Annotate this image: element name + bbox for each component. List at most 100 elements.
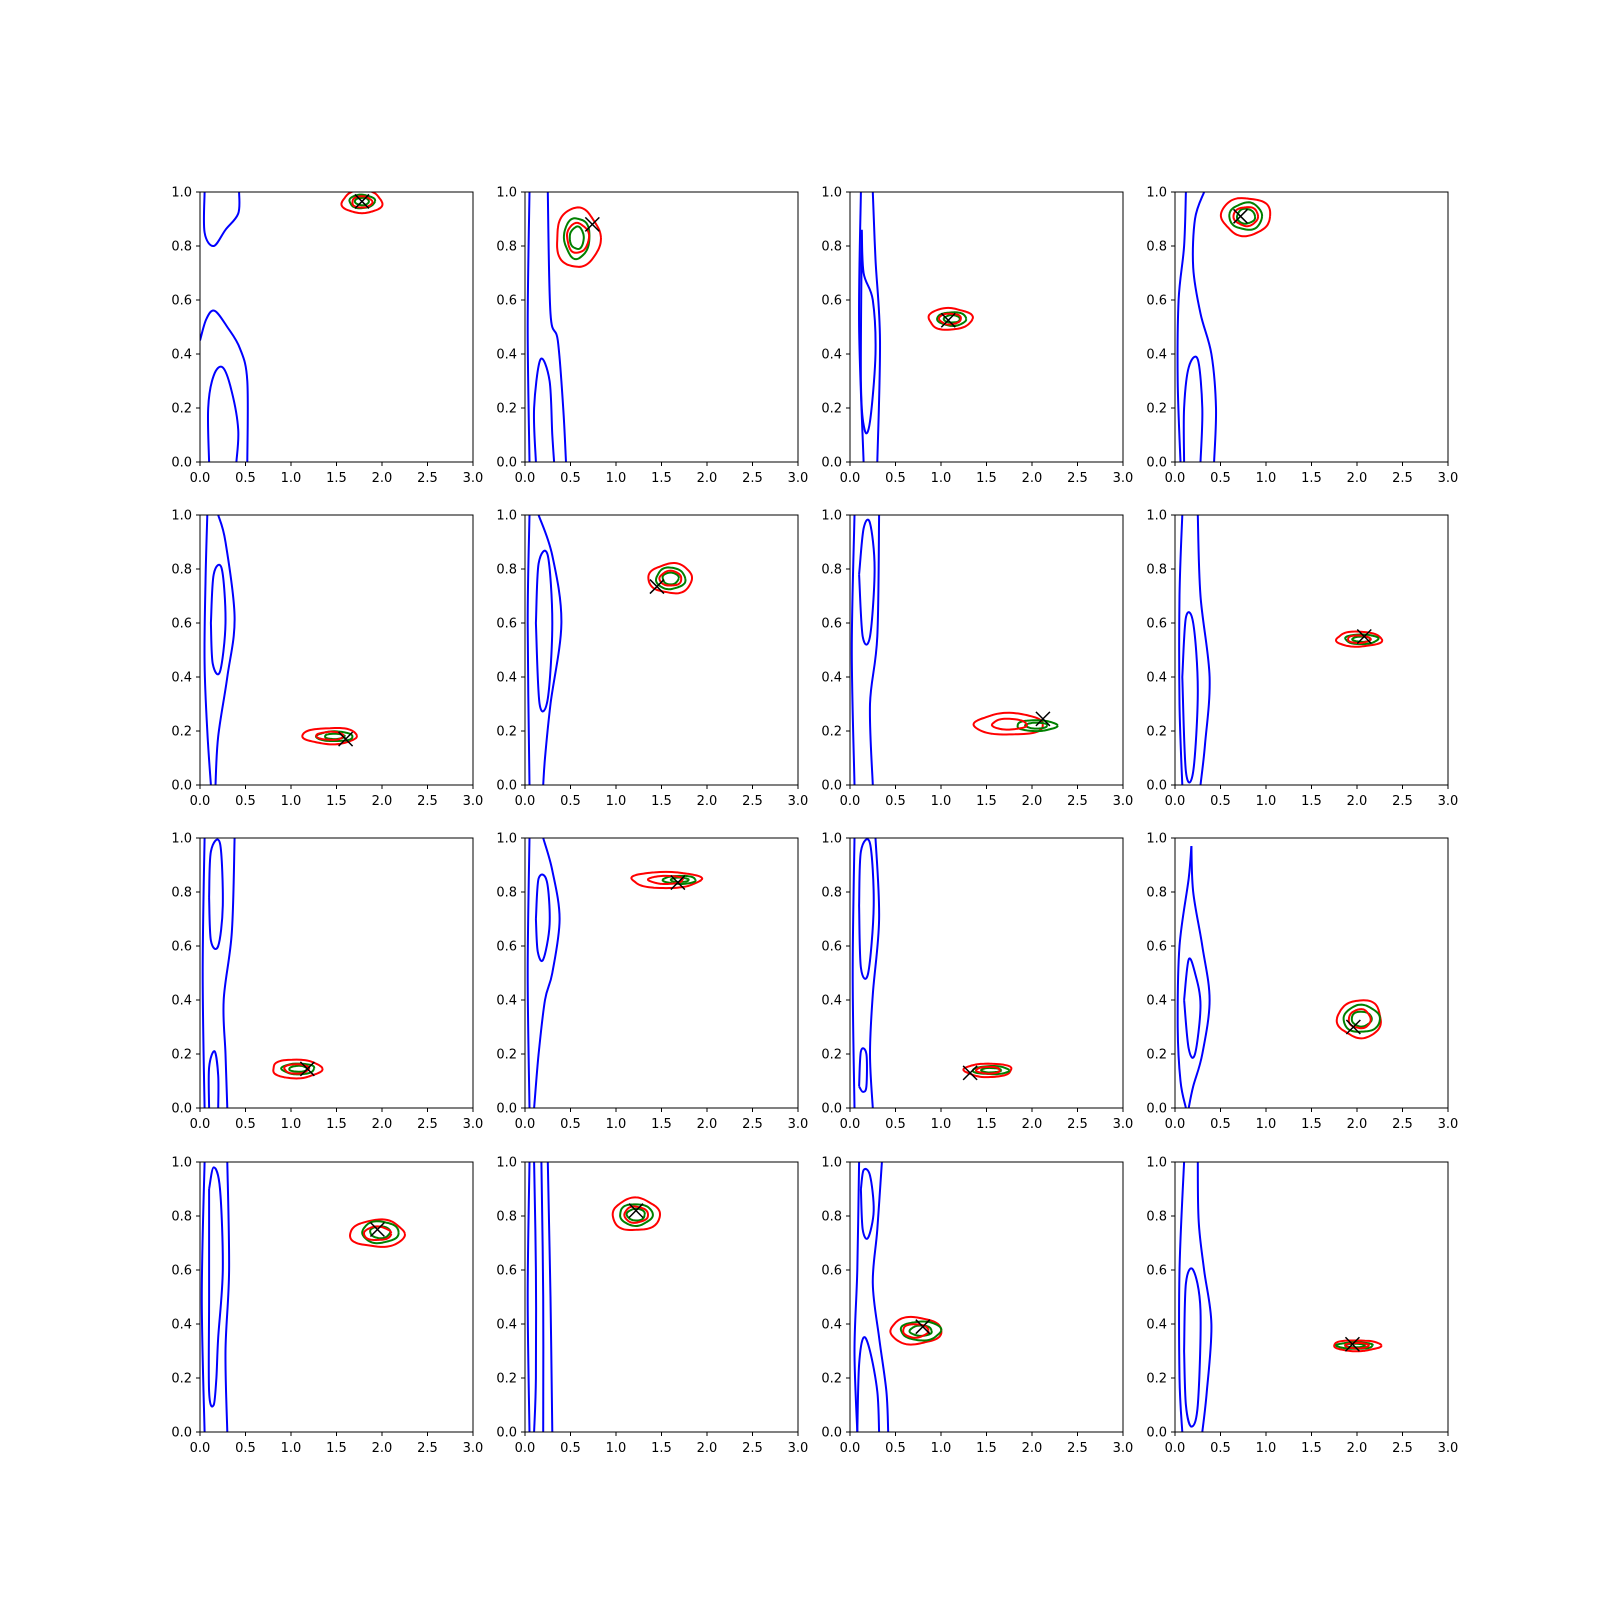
x-tick-label: 2.5: [417, 471, 438, 486]
y-tick-label: 0.4: [821, 671, 842, 686]
x-tick-label: 2.0: [372, 794, 393, 809]
y-tick-label: 0.6: [496, 940, 517, 955]
green-contour-inner: [661, 571, 680, 586]
green-contour-inner: [369, 1225, 392, 1240]
red-contour-outer: [927, 306, 974, 331]
x-tick-label: 1.5: [651, 1441, 672, 1456]
x-tick-label: 2.0: [1022, 471, 1043, 486]
axes-frame: [524, 1161, 799, 1433]
red-contour-inner: [646, 874, 684, 885]
red-contour-outer: [889, 1315, 943, 1346]
axes-frame: [1174, 1161, 1449, 1433]
blue-contour-1: [1178, 515, 1184, 785]
x-tick-label: 0.0: [515, 1117, 536, 1132]
x-marker: [369, 1221, 385, 1238]
blue-contour-2: [868, 515, 881, 785]
y-tick-label: 1.0: [496, 509, 517, 524]
y-tick-label: 0.8: [821, 1210, 842, 1225]
red-contour-outer: [272, 1058, 324, 1080]
y-tick-label: 1.0: [821, 1156, 842, 1171]
y-tick-label: 0.6: [1146, 617, 1167, 632]
axes-frame: [524, 191, 799, 463]
blue-contour-2: [537, 515, 563, 785]
x-marker: [1345, 1019, 1361, 1035]
x-tick-label: 2.5: [1067, 471, 1088, 486]
blue-contour-2: [871, 1162, 890, 1432]
blue-contour-2: [224, 1162, 231, 1432]
x-tick-label: 2.0: [1022, 1117, 1043, 1132]
x-marker: [299, 1061, 315, 1077]
y-tick-label: 0.0: [821, 1102, 842, 1117]
blue-contour-3: [1182, 355, 1204, 462]
x-marker: [649, 579, 665, 595]
x-tick-label: 0.0: [840, 1441, 861, 1456]
green-contour-outer: [654, 566, 687, 591]
y-tick-label: 0.4: [1146, 1318, 1167, 1333]
subplot-7: 0.0 0.5 1.0 1.5 2.0 2.5 3.0 0.0 0.2 0.4 0.6 0.8 1.0: [821, 509, 1133, 810]
x-tick-label: 0.5: [885, 471, 906, 486]
blue-contour-3: [858, 838, 875, 980]
x-tick-label: 3.0: [788, 471, 809, 486]
green-contour-outer: [280, 1062, 316, 1076]
y-tick-label: 0.0: [1146, 1426, 1167, 1441]
y-tick-label: 0.2: [1146, 725, 1167, 740]
x-tick-label: 1.0: [606, 471, 627, 486]
plot-area: [851, 838, 1013, 1108]
blue-contour-3: [859, 229, 877, 435]
subplot-15: 0.0 0.5 1.0 1.5 2.0 2.5 3.0 0.0 0.2 0.4 0.6 0.8 1.0: [821, 1156, 1133, 1457]
x-marker: [1232, 208, 1249, 224]
green-contour-inner: [669, 876, 690, 883]
blue-contour-3: [206, 365, 240, 462]
x-tick-label: 1.5: [651, 471, 672, 486]
blue-contour-1: [202, 192, 241, 247]
green-contour-outer: [661, 874, 697, 885]
blue-contour-2: [214, 515, 236, 785]
blue-contour-3: [859, 1168, 875, 1240]
subplot-3: 0.0 0.5 1.0 1.5 2.0 2.5 3.0 0.0 0.2 0.4 0.6 0.8 1.0: [821, 186, 1133, 487]
y-tick-label: 0.6: [821, 294, 842, 309]
red-contour-inner: [623, 1205, 649, 1224]
green-contour-inner: [625, 1207, 646, 1222]
y-tick-label: 0.8: [1146, 886, 1167, 901]
x-tick-label: 0.5: [1210, 1441, 1231, 1456]
blue-contour-1: [200, 1162, 206, 1432]
subplot-1: 0.0 0.5 1.0 1.5 2.0 2.5 3.0 0.0 0.2 0.4 0.6 0.8 1.0: [171, 186, 483, 487]
blue-contour-4: [540, 1162, 545, 1432]
x-marker: [1344, 1336, 1360, 1352]
blue-contour-3: [1183, 957, 1202, 1059]
red-contour-outer: [962, 1062, 1013, 1079]
blue-contour-1: [1178, 1162, 1186, 1432]
y-tick-label: 0.4: [171, 671, 192, 686]
x-tick-label: 1.5: [1301, 471, 1322, 486]
plot-area: [201, 838, 324, 1108]
plot-area: [858, 192, 974, 462]
green-contour-inner: [288, 1064, 309, 1073]
x-marker: [915, 1319, 931, 1335]
axes-frame: [199, 1161, 474, 1433]
green-contour-outer: [562, 217, 591, 261]
x-tick-label: 2.5: [417, 1441, 438, 1456]
green-contour-outer: [361, 1220, 400, 1245]
y-tick-label: 0.8: [496, 240, 517, 255]
y-tick-label: 0.0: [171, 456, 192, 471]
blue-contour-2: [868, 838, 881, 1108]
y-tick-label: 0.6: [496, 617, 517, 632]
red-contour-outer: [630, 870, 704, 890]
x-tick-label: 3.0: [1438, 794, 1459, 809]
x-tick-label: 3.0: [788, 1117, 809, 1132]
blue-contour-1: [201, 838, 206, 1108]
blue-contour-3: [534, 873, 551, 963]
green-contour-outer: [1342, 1003, 1381, 1033]
x-marker: [338, 731, 354, 747]
y-tick-label: 0.8: [171, 563, 192, 578]
red-contour-outer: [972, 711, 1044, 736]
plot-area: [526, 515, 693, 785]
y-tick-label: 0.8: [1146, 563, 1167, 578]
y-tick-label: 0.6: [1146, 940, 1167, 955]
plot-area: [1176, 192, 1272, 462]
x-tick-label: 1.0: [606, 1441, 627, 1456]
y-tick-label: 0.0: [1146, 779, 1167, 794]
y-tick-label: 0.4: [171, 994, 192, 1009]
x-tick-label: 0.0: [515, 471, 536, 486]
x-tick-label: 2.0: [372, 471, 393, 486]
